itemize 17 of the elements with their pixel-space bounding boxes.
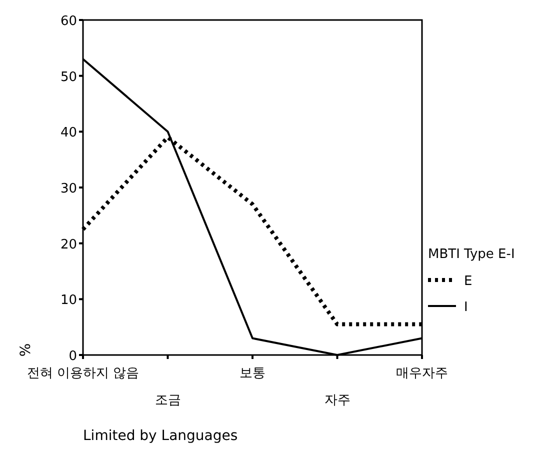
legend-label: E [464,274,472,289]
y-tick-label: 60 [60,14,77,29]
legend-title: MBTI Type E-I [428,247,515,262]
x-tick-label: 조금 [154,393,181,408]
x-tick-label: 자주 [324,393,350,408]
x-tick-label: 전혀 이용하지 않음 [26,366,140,381]
y-tick-label: 10 [60,293,77,308]
legend-label: I [464,300,468,315]
y-tick-label: 20 [60,237,77,252]
y-tick-label: 0 [68,349,77,364]
y-tick-label: 30 [60,182,77,196]
y-axis-title: % [18,343,34,357]
x-tick-label: 보통 [240,366,266,381]
y-tick-label: 40 [60,126,77,141]
x-axis-title: Limited by Languages [83,428,238,444]
y-tick-label: 50 [60,70,77,85]
x-tick-label: 매우자주 [396,366,448,381]
